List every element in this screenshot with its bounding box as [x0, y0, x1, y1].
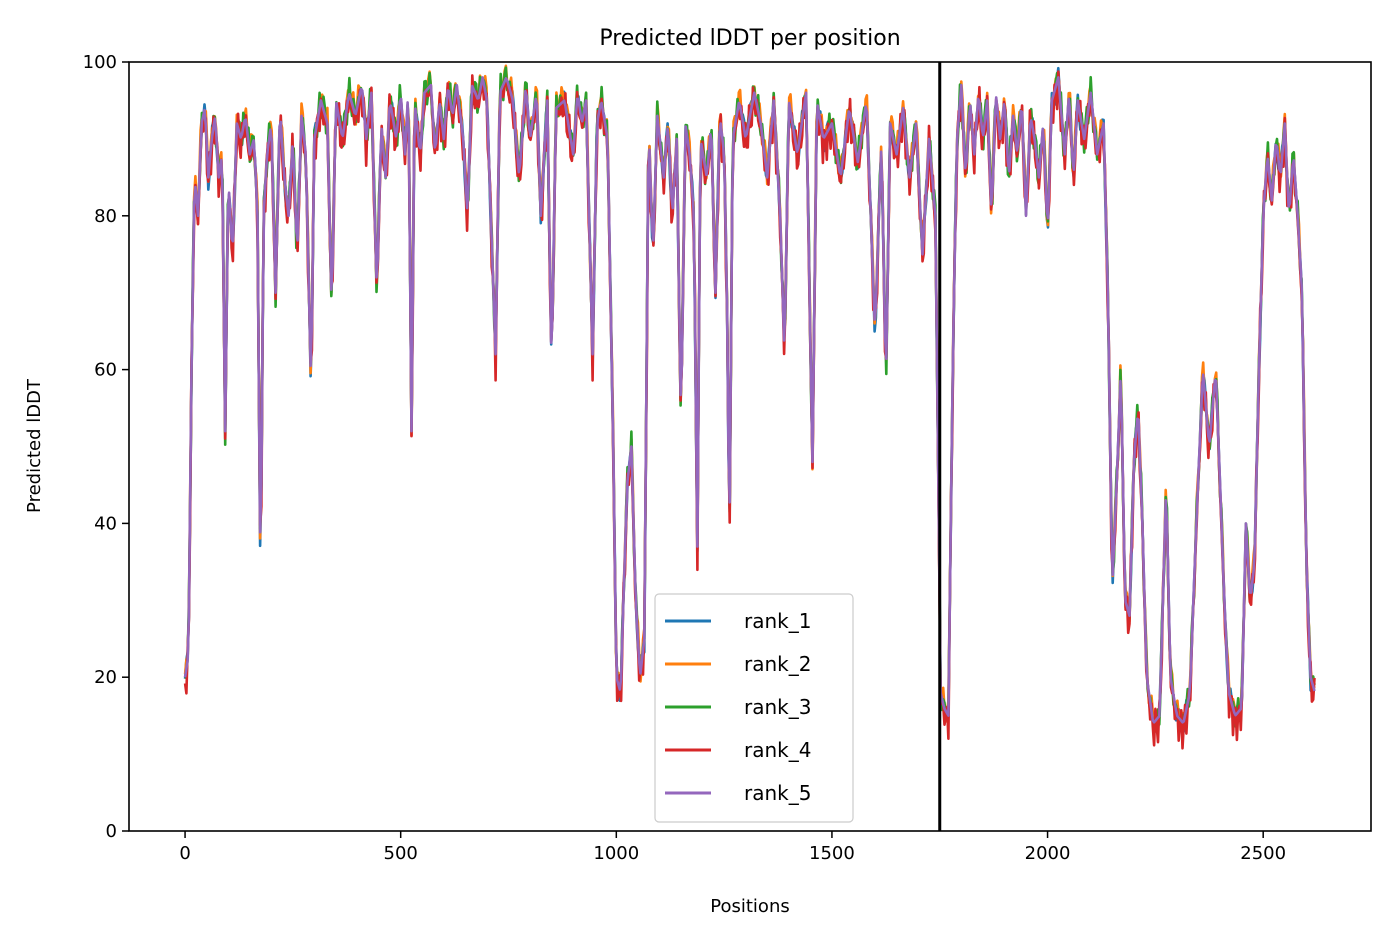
y-axis-label: Predicted lDDT [24, 378, 45, 513]
x-tick-label: 0 [179, 843, 190, 864]
legend-label-rank-4: rank_4 [744, 738, 811, 762]
legend-box [654, 593, 854, 823]
y-tick-label: 100 [83, 52, 117, 73]
legend-label-rank-3: rank_3 [744, 695, 811, 719]
legend-label-rank-1: rank_1 [744, 609, 811, 633]
legend-label-rank-2: rank_2 [744, 652, 811, 676]
x-tick-label: 2000 [1025, 843, 1071, 864]
y-tick-label: 40 [94, 513, 117, 534]
x-tick-label: 2500 [1240, 843, 1286, 864]
y-tick-label: 20 [94, 667, 117, 688]
x-tick-label: 1000 [593, 843, 639, 864]
series-layer [183, 64, 1316, 750]
legend-label-rank-5: rank_5 [744, 781, 811, 805]
plot-frame [128, 61, 1372, 832]
chart-title: Predicted lDDT per position [599, 26, 900, 51]
y-tick-label: 60 [94, 360, 117, 381]
series-line-rank-5 [183, 76, 1316, 724]
x-tick-label: 500 [384, 843, 418, 864]
y-tick-label: 0 [106, 821, 117, 842]
x-axis-label: Positions [710, 896, 789, 917]
x-tick-label: 1500 [809, 843, 855, 864]
y-tick-label: 80 [94, 206, 117, 227]
legend: rank_1 rank_2 rank_3 rank_4 rank_5 [654, 593, 854, 823]
axes-layer: 0 500 1000 1500 2000 2500 0 20 40 60 80 100 [83, 52, 1372, 864]
